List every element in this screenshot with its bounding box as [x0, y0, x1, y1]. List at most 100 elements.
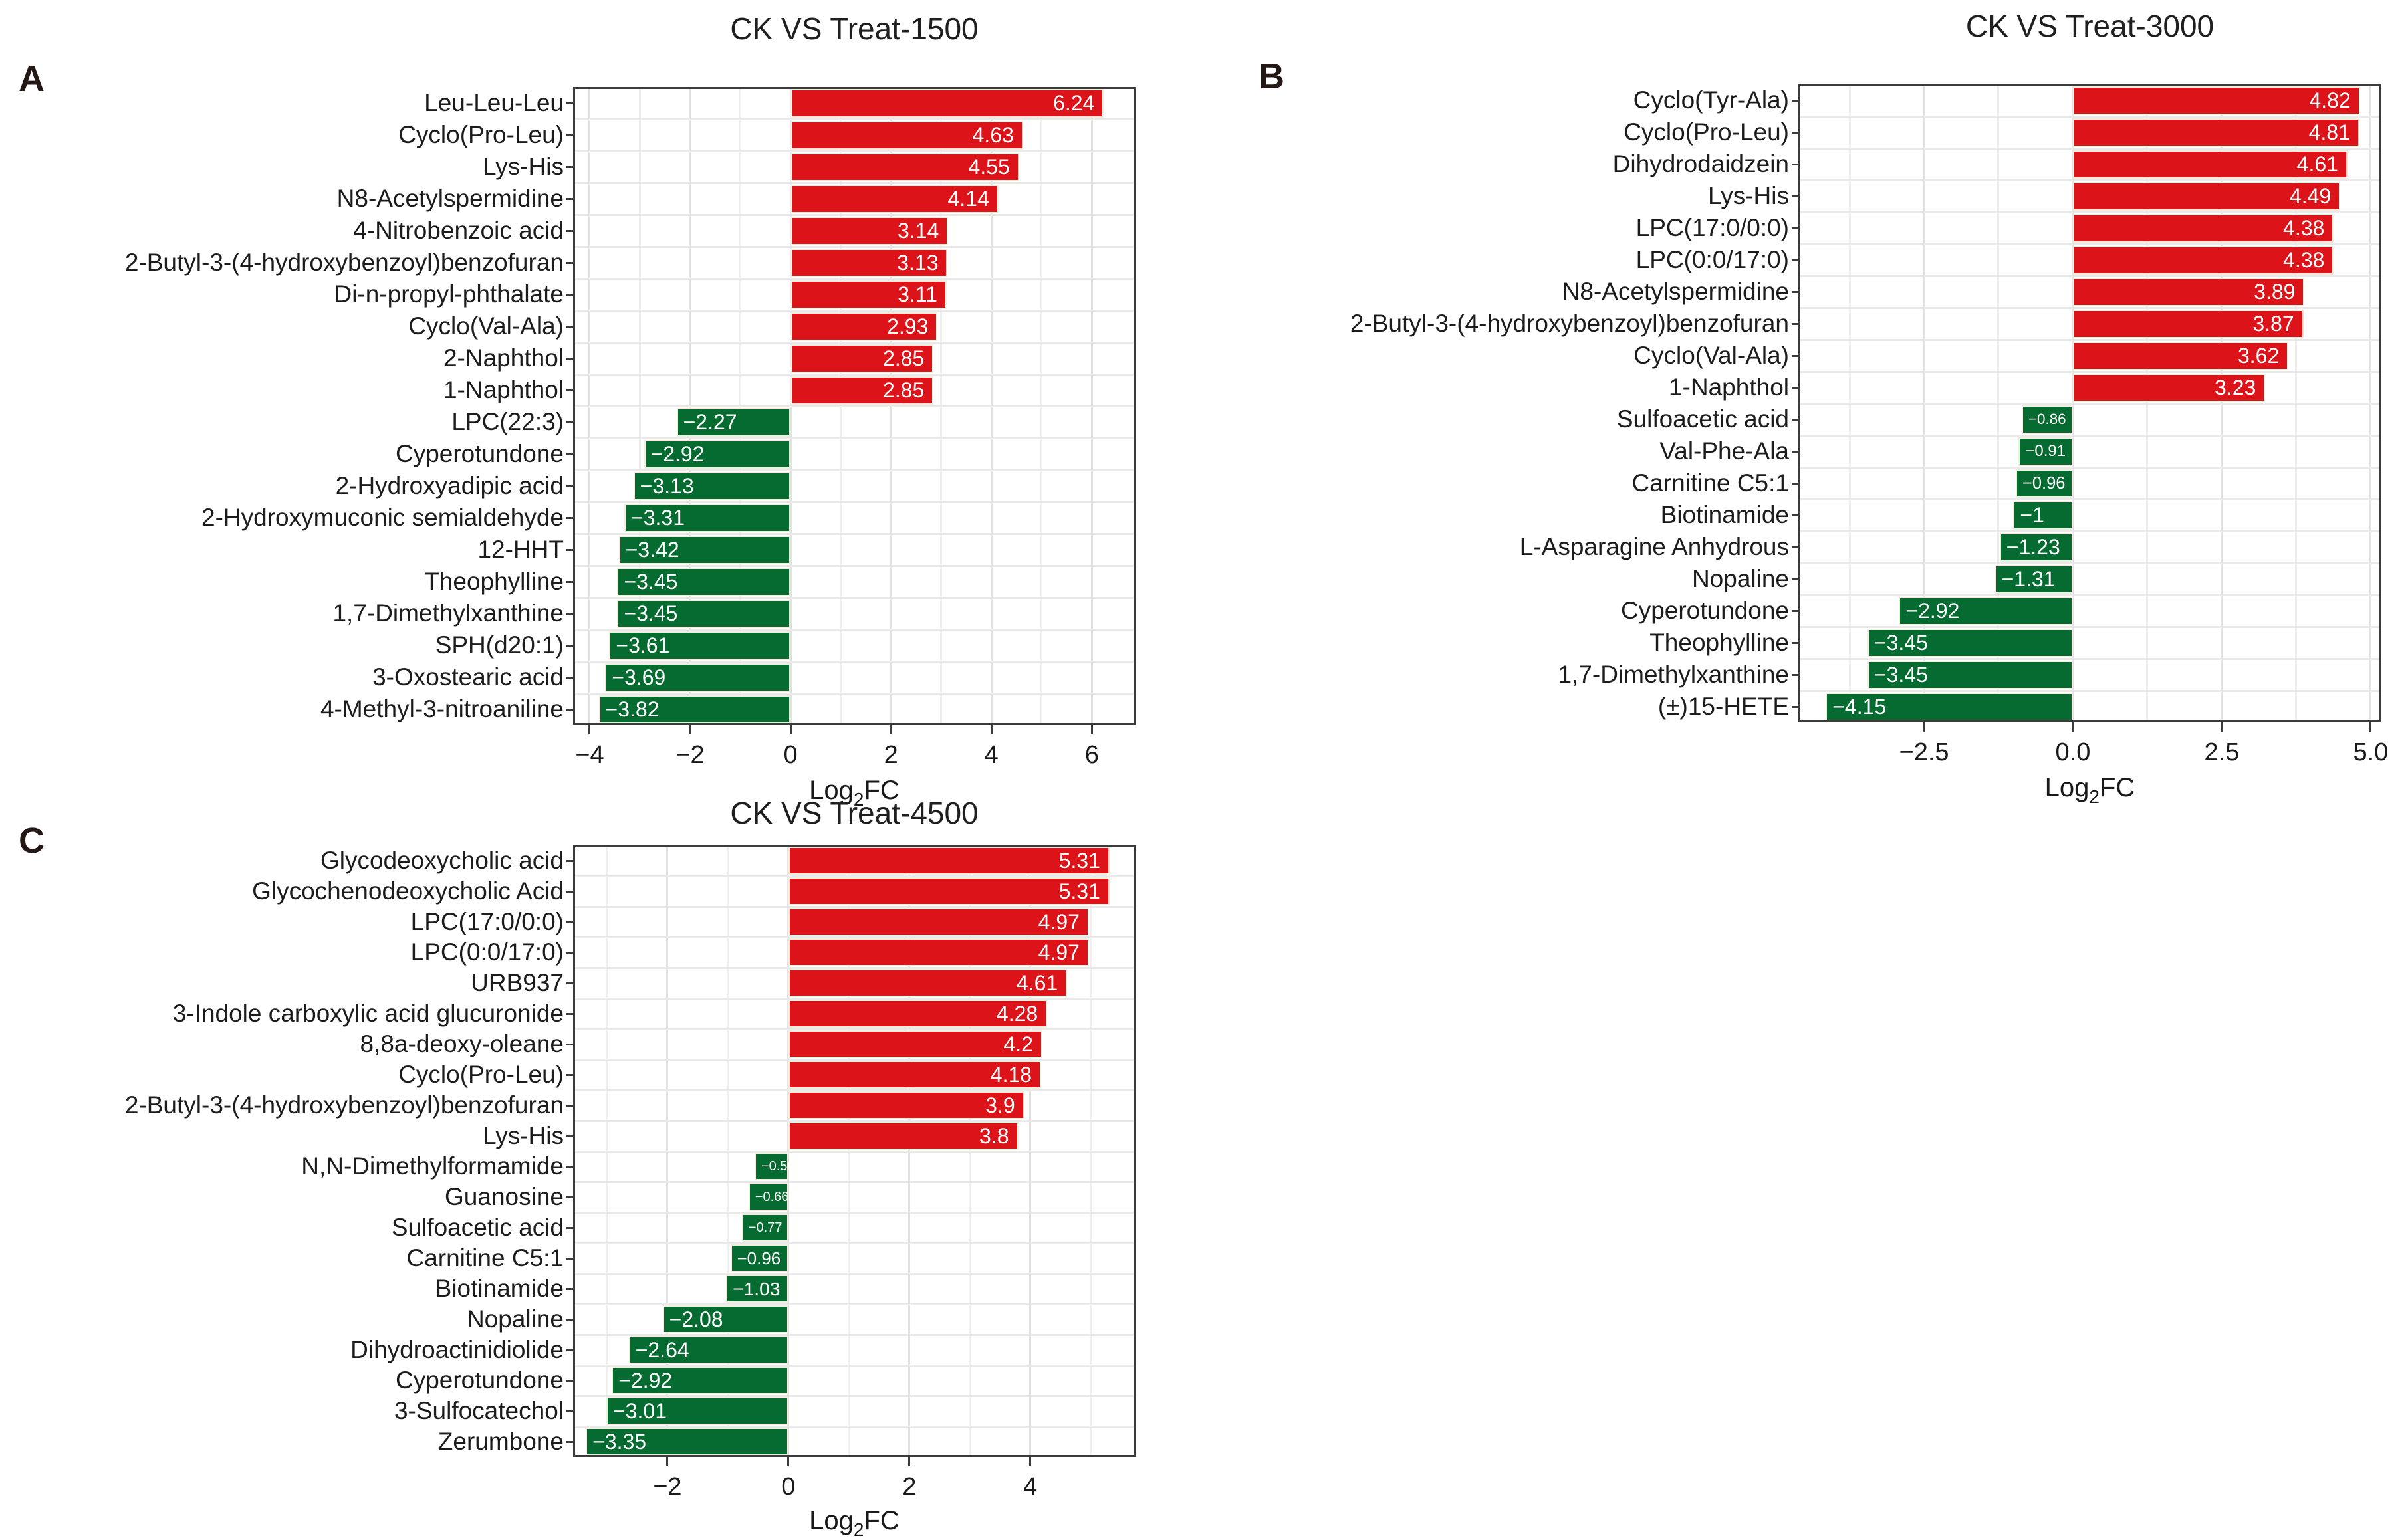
x-axis-tick-label: 4 — [1023, 1473, 1038, 1501]
bar-positive: 4.28 — [788, 1000, 1048, 1028]
x-axis-tick-label: 4 — [984, 741, 999, 769]
bar-value-label: 4.61 — [2296, 152, 2338, 176]
bar-value-label: 5.31 — [1058, 848, 1100, 873]
category-label: Di-n-propyl-phthalate — [334, 280, 564, 308]
bar-value-label: −3.45 — [1873, 630, 1928, 655]
bar-positive: 3.11 — [790, 280, 947, 309]
y-axis-tick — [1792, 450, 1798, 453]
x-axis-tick — [1923, 722, 1925, 732]
y-axis-tick — [1792, 546, 1798, 548]
category-label: Nopaline — [466, 1305, 564, 1333]
bar-positive: 6.24 — [790, 88, 1104, 118]
bar-negative: −3.35 — [586, 1428, 788, 1456]
category-label: URB937 — [471, 969, 564, 996]
bar-value-label: −2.08 — [669, 1307, 723, 1331]
x-axis-label-subscript: 2 — [2089, 786, 2100, 807]
category-label: 3-Sulfocatechol — [394, 1397, 564, 1424]
y-axis-tick — [1792, 322, 1798, 325]
bar-value-label: 2.85 — [883, 378, 925, 402]
x-axis-tick-label: −2.5 — [1899, 738, 1949, 766]
gridline-horizontal — [573, 213, 1136, 216]
panel-label-b: B — [1259, 56, 1284, 96]
bar-value-label: −3.69 — [612, 665, 666, 689]
category-label: Biotinamide — [1660, 501, 1789, 528]
y-axis-tick — [566, 261, 573, 264]
bar-value-label: 3.11 — [898, 282, 937, 306]
y-axis-tick — [566, 1440, 573, 1443]
panel-title-b: CK VS Treat-3000 — [1965, 9, 2215, 43]
x-axis-tick — [2072, 722, 2074, 732]
bar-value-label: −1.03 — [733, 1277, 781, 1299]
bar-value-label: 3.9 — [985, 1093, 1015, 1117]
x-axis-tick — [890, 725, 892, 734]
category-label: Biotinamide — [435, 1275, 564, 1302]
bar-value-label: −1.23 — [2006, 534, 2060, 559]
category-label: Dihydroactinidiolide — [350, 1336, 564, 1363]
panel-title-c: CK VS Treat-4500 — [730, 796, 979, 830]
x-axis-tick-label: 2.5 — [2204, 738, 2240, 766]
bar-negative: −0.66 — [748, 1183, 788, 1211]
bar-negative: −4.15 — [1826, 692, 2073, 721]
bar-negative: −3.45 — [617, 567, 791, 596]
bar-negative: −0.77 — [741, 1214, 788, 1242]
gridline-horizontal — [1798, 147, 2381, 150]
bar-negative: −0.96 — [2015, 469, 2073, 498]
y-axis-tick — [566, 612, 573, 615]
x-axis-tick-label: 0 — [783, 741, 798, 769]
gridline-horizontal — [1798, 530, 2381, 532]
y-axis-tick — [566, 134, 573, 136]
bar-value-label: 4.81 — [2308, 120, 2350, 144]
gridline-horizontal — [1798, 657, 2381, 660]
category-label: 3-Indole carboxylic acid glucuronide — [172, 1000, 564, 1027]
gridline-horizontal — [1798, 498, 2381, 500]
x-axis-tick — [666, 1457, 669, 1466]
bar-negative: −3.82 — [598, 695, 791, 724]
category-label: LPC(0:0/17:0) — [410, 938, 564, 966]
bar-value-label: −4.15 — [1832, 694, 1887, 718]
category-label: Zerumbone — [437, 1428, 564, 1455]
y-axis-tick — [566, 197, 573, 200]
y-axis-tick — [566, 421, 573, 423]
bar-value-label: −0.96 — [2022, 473, 2066, 493]
x-axis-label-text: Log — [2044, 773, 2090, 802]
y-axis-tick — [566, 1073, 573, 1076]
x-axis-tick — [2221, 722, 2223, 732]
y-axis-tick — [1792, 673, 1798, 676]
bar-negative: −3.45 — [1867, 628, 2073, 657]
gridline-horizontal — [573, 997, 1136, 1000]
gridline-horizontal — [1798, 434, 2381, 437]
y-axis-tick — [1792, 705, 1798, 708]
gridline-horizontal — [573, 1180, 1136, 1183]
category-label: Lys-His — [483, 1122, 564, 1149]
y-axis-tick — [566, 1135, 573, 1137]
bar-positive: 4.14 — [790, 184, 999, 213]
gridline-horizontal — [573, 181, 1136, 184]
gridline-horizontal — [573, 1211, 1136, 1214]
bar-value-label: 4.97 — [1038, 940, 1080, 964]
bar-negative: −1.31 — [1994, 564, 2073, 594]
bar-value-label: −1 — [2020, 502, 2044, 527]
x-axis-label-c: Log2FC — [573, 1506, 1136, 1540]
bar-positive: 3.9 — [788, 1091, 1024, 1119]
bar-negative: −3.45 — [1867, 660, 2073, 689]
bar-negative: −3.31 — [624, 503, 791, 532]
x-axis-label-text: FC — [864, 776, 900, 805]
gridline-horizontal — [573, 692, 1136, 695]
bar-value-label: 4.18 — [990, 1062, 1032, 1087]
bar-value-label: −3.45 — [1873, 662, 1928, 687]
gridline-horizontal — [573, 1089, 1136, 1091]
y-axis-tick — [566, 676, 573, 679]
category-label: 2-Hydroxyadipic acid — [335, 472, 564, 499]
gridline-horizontal — [1798, 594, 2381, 596]
category-label: 2-Butyl-3-(4-hydroxybenzoyl)benzofuran — [124, 249, 564, 276]
category-label: LPC(0:0/17:0) — [1635, 246, 1789, 273]
category-label: LPC(17:0/0:0) — [410, 908, 564, 935]
x-axis-tick-label: 6 — [1084, 741, 1099, 769]
bar-value-label: 3.89 — [2254, 279, 2296, 304]
y-axis-tick — [566, 859, 573, 862]
x-axis-tick-label: 2 — [902, 1473, 917, 1501]
y-axis-tick — [566, 1257, 573, 1260]
gridline-horizontal — [1798, 370, 2381, 373]
category-label: Lys-His — [1708, 182, 1789, 209]
